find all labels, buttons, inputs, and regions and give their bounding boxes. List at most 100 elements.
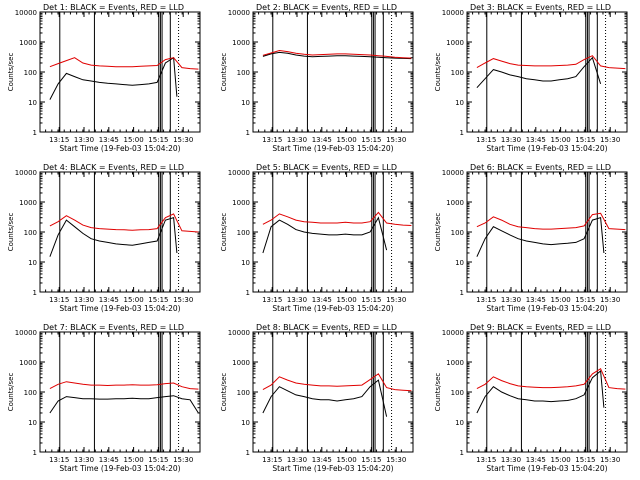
x-tick-label: 15:00 [551, 296, 571, 304]
x-tick-label: 15:00 [124, 456, 144, 464]
x-tick-label: 13:30 [501, 296, 521, 304]
y-tick-label: 1 [246, 449, 250, 457]
x-tick-label: 13:45 [312, 296, 332, 304]
y-axis-label: Counts/sec [7, 53, 15, 92]
y-tick-label: 1000 [19, 359, 37, 367]
y-tick-label: 1 [460, 289, 464, 297]
series-lld-line [476, 212, 626, 231]
x-tick-label: 13:45 [99, 456, 119, 464]
x-tick-label: 13:15 [476, 456, 496, 464]
y-tick-label: 10000 [15, 9, 37, 17]
plot-frame [39, 331, 201, 453]
x-tick-label: 13:30 [287, 296, 307, 304]
plot-frame [252, 171, 414, 293]
y-tick-label: 1 [460, 449, 464, 457]
x-tick-label: 15:30 [600, 136, 620, 144]
x-tick-label: 13:45 [526, 136, 546, 144]
x-tick-label: 15:30 [386, 456, 406, 464]
x-tick-label: 15:30 [600, 296, 620, 304]
x-axis-label: Start Time (19-Feb-03 15:04:20) [272, 464, 393, 473]
x-tick-label: 15:15 [148, 296, 168, 304]
y-tick-label: 10000 [15, 169, 37, 177]
plot-frame [39, 171, 201, 293]
y-axis-label: Counts/sec [434, 373, 442, 412]
chart-title: Det 5: BLACK = Events, RED = LLD [256, 163, 397, 172]
series-events-line [262, 216, 388, 254]
y-tick-label: 1000 [19, 199, 37, 207]
y-tick-label: 10 [455, 419, 464, 427]
plot-frame [39, 11, 201, 133]
x-tick-label: 15:00 [551, 456, 571, 464]
x-axis-label: Start Time (19-Feb-03 15:04:20) [59, 304, 180, 313]
y-tick-label: 1 [460, 129, 464, 137]
y-tick-label: 10000 [228, 169, 250, 177]
x-tick-label: 15:15 [361, 296, 381, 304]
x-axis-label: Start Time (19-Feb-03 15:04:20) [272, 304, 393, 313]
series-lld-line [262, 373, 412, 392]
panel-det-8: Det 8: BLACK = Events, RED = LLD 1 10 100 10… [220, 323, 414, 473]
x-tick-label: 15:00 [337, 456, 357, 464]
x-tick-label: 15:30 [173, 296, 193, 304]
panel-det-7: Det 7: BLACK = Events, RED = LLD 1 10 100 10… [7, 323, 201, 473]
x-tick-label: 13:45 [526, 296, 546, 304]
y-tick-label: 100 [237, 389, 250, 397]
y-tick-label: 10000 [228, 329, 250, 337]
y-tick-label: 10000 [442, 169, 464, 177]
y-tick-label: 1000 [19, 39, 37, 47]
x-tick-label: 13:15 [476, 136, 496, 144]
y-tick-label: 10000 [442, 329, 464, 337]
plot-frame [466, 331, 628, 453]
x-tick-label: 13:30 [287, 136, 307, 144]
series-lld-line [49, 57, 199, 70]
chart-title: Det 8: BLACK = Events, RED = LLD [256, 323, 397, 332]
x-tick-label: 13:45 [312, 136, 332, 144]
series-events-line [49, 395, 199, 414]
series-events-line [476, 217, 605, 257]
y-tick-label: 100 [24, 229, 37, 237]
y-tick-label: 1000 [232, 199, 250, 207]
x-tick-label: 15:15 [575, 296, 595, 304]
panel-det-1: Det 1: BLACK = Events, RED = LLD 1 10 100 10… [7, 3, 201, 153]
x-tick-label: 15:15 [575, 456, 595, 464]
y-tick-label: 10000 [228, 9, 250, 17]
panel-det-9: Det 9: BLACK = Events, RED = LLD 1 10 100 10… [434, 323, 628, 473]
series-events-line [476, 56, 602, 89]
x-tick-label: 13:15 [49, 296, 69, 304]
y-tick-label: 10 [455, 259, 464, 267]
y-tick-label: 10 [241, 259, 250, 267]
x-tick-label: 13:15 [262, 456, 282, 464]
panel-det-5: Det 5: BLACK = Events, RED = LLD 1 10 100 10… [220, 163, 414, 313]
x-tick-label: 13:30 [74, 456, 94, 464]
x-tick-label: 13:45 [99, 296, 119, 304]
chart-title: Det 4: BLACK = Events, RED = LLD [43, 163, 184, 172]
y-tick-label: 100 [24, 69, 37, 77]
y-tick-label: 1 [33, 289, 37, 297]
y-tick-label: 100 [237, 69, 250, 77]
x-tick-label: 15:30 [173, 456, 193, 464]
x-tick-label: 13:30 [501, 456, 521, 464]
y-axis-label: Counts/sec [7, 373, 15, 412]
x-tick-label: 15:15 [148, 136, 168, 144]
x-tick-label: 13:15 [49, 136, 69, 144]
series-lld-line [262, 49, 412, 59]
x-tick-label: 13:30 [74, 136, 94, 144]
y-tick-label: 1 [33, 129, 37, 137]
panel-det-6: Det 6: BLACK = Events, RED = LLD 1 10 100 10… [434, 163, 628, 313]
series-events-line [49, 217, 178, 257]
y-axis-label: Counts/sec [434, 213, 442, 252]
y-tick-label: 10000 [15, 329, 37, 337]
x-axis-label: Start Time (19-Feb-03 15:04:20) [272, 144, 393, 153]
x-tick-label: 13:15 [262, 296, 282, 304]
plot-frame [252, 11, 414, 133]
y-tick-label: 10 [241, 99, 250, 107]
panel-det-3: Det 3: BLACK = Events, RED = LLD 1 10 100 10… [434, 3, 628, 153]
series-events-line [49, 56, 178, 100]
x-tick-label: 15:00 [337, 296, 357, 304]
x-tick-label: 15:00 [337, 136, 357, 144]
y-tick-label: 100 [237, 229, 250, 237]
y-tick-label: 10 [28, 419, 37, 427]
x-tick-label: 15:15 [148, 456, 168, 464]
y-tick-label: 10 [28, 259, 37, 267]
x-tick-label: 13:15 [476, 296, 496, 304]
panel-det-4: Det 4: BLACK = Events, RED = LLD 1 10 100 10… [7, 163, 201, 313]
